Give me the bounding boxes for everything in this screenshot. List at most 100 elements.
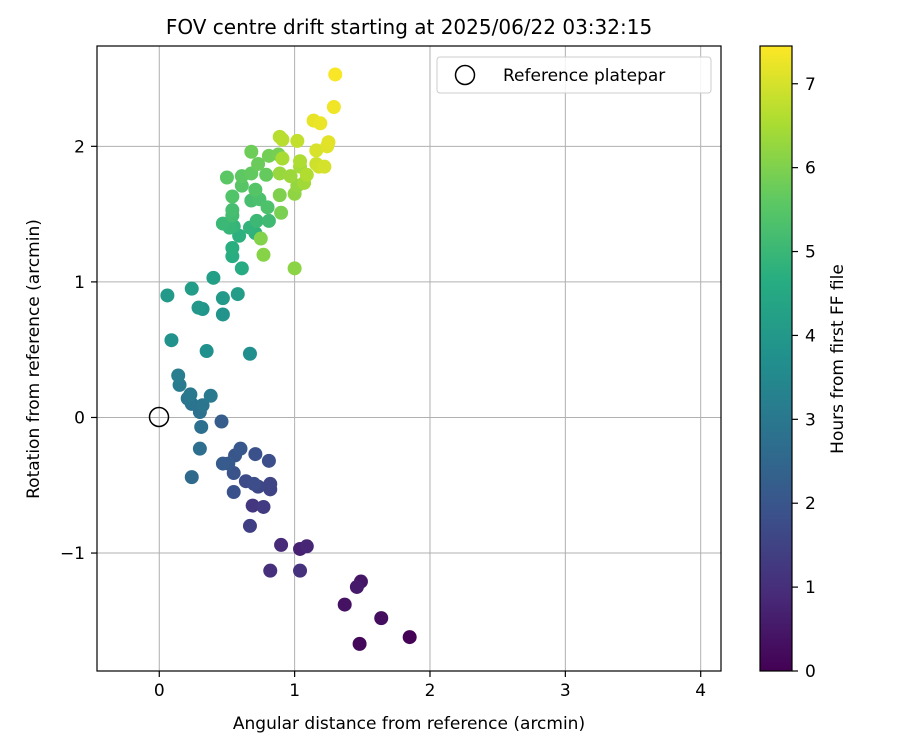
colorbar-tick-label: 0: [805, 662, 816, 682]
data-point: [402, 630, 417, 645]
data-point: [328, 67, 343, 82]
reference-platepar-marker: [148, 406, 170, 428]
data-point: [253, 231, 268, 246]
data-point: [374, 611, 389, 626]
data-point: [219, 170, 234, 185]
data-point: [299, 167, 314, 182]
colorbar-tick-label: 5: [805, 243, 816, 263]
x-tick-label: 1: [289, 681, 300, 701]
data-point: [215, 456, 230, 471]
data-points: [160, 67, 417, 651]
data-point: [261, 453, 276, 468]
data-point: [313, 116, 328, 131]
colorbar-frame: [759, 45, 793, 672]
data-point: [251, 156, 266, 171]
data-point: [203, 388, 218, 403]
data-point: [352, 636, 367, 651]
data-point: [272, 166, 287, 181]
colorbar-tick-label: 3: [805, 410, 816, 430]
colorbar-tick-label: 6: [805, 159, 816, 179]
data-point: [234, 261, 249, 276]
data-point: [274, 205, 289, 220]
data-point: [249, 213, 264, 228]
data-point: [245, 498, 260, 513]
y-tick-label: 0: [74, 408, 85, 428]
chart-title: FOV centre drift starting at 2025/06/22 …: [166, 15, 652, 39]
data-point: [263, 476, 278, 491]
data-point: [215, 291, 230, 306]
data-point: [287, 261, 302, 276]
colorbar-tick-label: 1: [805, 578, 816, 598]
y-tick-label: −1: [60, 544, 85, 564]
x-tick-label: 2: [425, 681, 436, 701]
data-point: [274, 537, 289, 552]
legend: Reference platepar: [436, 56, 712, 94]
data-point: [206, 270, 221, 285]
data-point: [184, 281, 199, 296]
plot-frame: [96, 45, 722, 672]
data-point: [230, 287, 245, 302]
x-tick-label: 0: [154, 681, 165, 701]
data-point: [215, 307, 230, 322]
data-point: [321, 135, 336, 150]
data-point: [293, 154, 308, 169]
data-point: [247, 476, 262, 491]
data-point: [184, 470, 199, 485]
data-point: [242, 346, 257, 361]
data-point: [191, 300, 206, 315]
data-point: [290, 133, 305, 148]
data-point: [326, 100, 341, 115]
data-point: [256, 247, 271, 262]
colorbar-tick-label: 7: [805, 75, 816, 95]
data-point: [195, 398, 210, 413]
data-point: [192, 441, 207, 456]
data-point: [248, 447, 263, 462]
legend-entry-label: Reference platepar: [503, 66, 665, 86]
legend-box: [436, 56, 712, 94]
y-tick-label: 2: [74, 137, 85, 157]
data-point: [275, 132, 290, 147]
data-point: [275, 151, 290, 166]
data-point: [160, 288, 175, 303]
colorbar-label: Hours from first FF file: [828, 264, 848, 454]
data-point: [233, 441, 248, 456]
data-point: [248, 182, 263, 197]
data-point: [293, 563, 308, 578]
data-point: [261, 213, 276, 228]
data-point: [225, 189, 240, 204]
data-point: [299, 539, 314, 554]
colorbar: 0 1 2 3 4 5 6 7 Hours from first FF file: [759, 45, 848, 682]
colorbar-gradient: [760, 46, 792, 671]
x-tick-label: 4: [695, 681, 706, 701]
data-point: [225, 241, 240, 256]
data-point: [183, 387, 198, 402]
colorbar-tick-label: 4: [805, 326, 816, 346]
data-point: [272, 188, 287, 203]
data-point: [244, 144, 259, 159]
data-point: [199, 344, 214, 359]
data-point: [317, 159, 332, 174]
data-point: [194, 419, 209, 434]
data-point: [337, 597, 352, 612]
legend-marker-icon: [454, 64, 476, 86]
y-axis-ticks: −1 0 1 2: [60, 137, 97, 564]
data-point: [225, 203, 240, 218]
data-point: [263, 563, 278, 578]
data-point: [215, 216, 230, 231]
data-point: [242, 518, 257, 533]
data-point: [260, 200, 275, 215]
data-point: [259, 167, 274, 182]
data-point: [349, 579, 364, 594]
colorbar-ticks: 0 1 2 3 4 5 6 7: [792, 75, 816, 682]
colorbar-tick-label: 2: [805, 494, 816, 514]
data-point: [226, 485, 241, 500]
x-tick-label: 3: [560, 681, 571, 701]
data-point: [214, 414, 229, 429]
grid-lines: [97, 46, 721, 671]
data-point: [309, 143, 324, 158]
x-axis-ticks: 0 1 2 3 4: [154, 671, 706, 701]
data-point: [256, 499, 271, 514]
y-axis-label: Rotation from reference (arcmin): [24, 219, 44, 499]
data-point: [283, 169, 298, 184]
